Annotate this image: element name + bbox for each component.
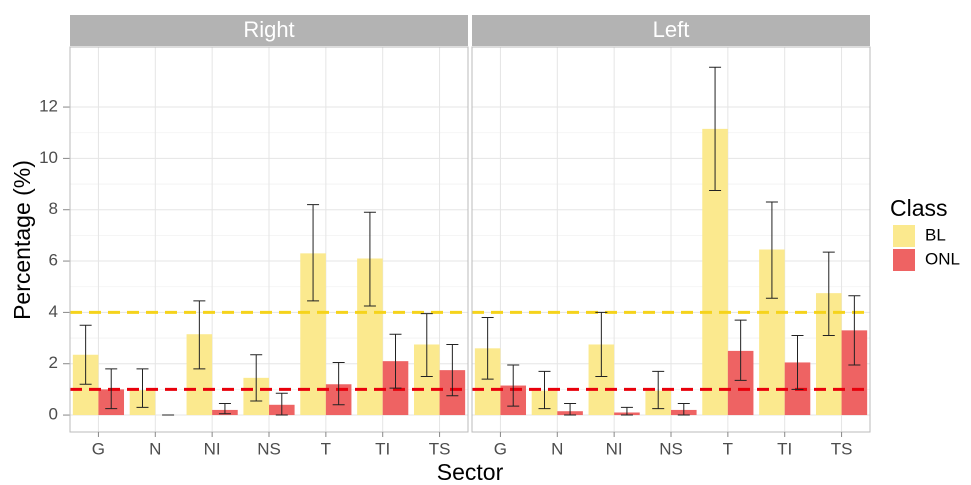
strip xyxy=(70,15,468,46)
x-tick-label: TS xyxy=(831,439,853,458)
error-bar xyxy=(822,251,835,336)
x-tick-label: NI xyxy=(204,439,221,458)
error-bar xyxy=(848,295,861,366)
error-bar xyxy=(446,343,459,397)
x-tick-label: N xyxy=(551,439,563,458)
x-tick-label: NI xyxy=(606,439,623,458)
error-bar xyxy=(250,354,263,402)
y-tick-label: 12 xyxy=(39,97,58,116)
x-axis-label: Sector xyxy=(437,459,504,485)
legend-key xyxy=(893,225,915,247)
error-bar xyxy=(481,317,494,380)
error-bar xyxy=(652,370,665,410)
error-bar xyxy=(136,368,149,408)
error-bar xyxy=(709,66,722,191)
strip-title: Right xyxy=(243,17,294,42)
x-tick-label: NS xyxy=(659,439,683,458)
y-tick-label: 4 xyxy=(49,302,58,321)
error-bar xyxy=(105,368,118,410)
legend-label: ONL xyxy=(925,249,960,268)
error-bar xyxy=(620,406,633,416)
error-bar xyxy=(332,361,345,406)
legend-title: Class xyxy=(890,195,948,221)
error-bar xyxy=(420,313,433,378)
error-bar xyxy=(218,403,231,415)
legend-label: BL xyxy=(925,225,946,244)
y-tick-label: 2 xyxy=(49,353,58,372)
y-tick-label: 10 xyxy=(39,148,58,167)
y-tick-label: 8 xyxy=(49,199,58,218)
x-tick-label: G xyxy=(92,439,105,458)
strip xyxy=(472,15,870,46)
legend-key xyxy=(893,249,915,271)
x-tick-label: T xyxy=(321,439,331,458)
error-bar xyxy=(765,201,778,299)
y-tick-label: 0 xyxy=(49,405,58,424)
error-bar xyxy=(677,403,690,416)
x-tick-label: TS xyxy=(429,439,451,458)
error-bar xyxy=(538,370,551,410)
error-bar xyxy=(791,334,804,390)
y-tick-label: 6 xyxy=(49,251,58,270)
strip-title: Left xyxy=(653,17,690,42)
x-tick-label: NS xyxy=(257,439,281,458)
x-tick-label: TI xyxy=(777,439,792,458)
x-tick-label: T xyxy=(723,439,733,458)
error-bar xyxy=(734,319,747,381)
error-bar xyxy=(307,204,320,302)
error-bar xyxy=(389,333,402,389)
error-bar xyxy=(507,364,520,407)
x-tick-label: N xyxy=(149,439,161,458)
error-bar xyxy=(275,392,288,416)
y-axis-label: Percentage (%) xyxy=(9,160,35,320)
error-bar xyxy=(564,403,577,416)
error-bar xyxy=(79,324,92,385)
error-bar xyxy=(363,211,376,307)
error-bar xyxy=(193,300,206,370)
x-tick-label: TI xyxy=(375,439,390,458)
error-bar xyxy=(595,311,608,378)
x-tick-label: G xyxy=(494,439,507,458)
